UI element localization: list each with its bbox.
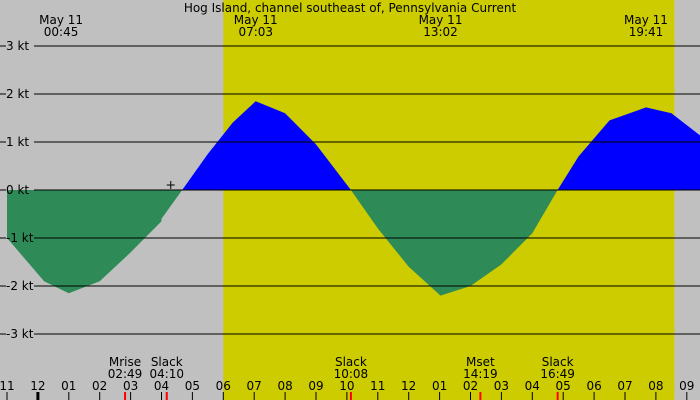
x-tick-label: 05 bbox=[185, 379, 200, 393]
event-name-label: Slack bbox=[335, 355, 367, 369]
extreme-time-label: 13:02 bbox=[423, 25, 458, 39]
y-tick-label: -1 kt bbox=[6, 231, 34, 245]
y-tick-label: 1 kt bbox=[6, 135, 29, 149]
extreme-time-label: 00:45 bbox=[44, 25, 79, 39]
y-tick-label: 0 kt bbox=[6, 183, 29, 197]
x-tick-label: 02 bbox=[92, 379, 107, 393]
x-tick-label: 12 bbox=[30, 379, 45, 393]
event-time-label: 10:08 bbox=[334, 367, 369, 381]
x-tick-label: 06 bbox=[216, 379, 231, 393]
ebb-area bbox=[7, 190, 700, 296]
y-tick-label: 3 kt bbox=[6, 39, 29, 53]
x-tick-label: 08 bbox=[648, 379, 663, 393]
event-time-label: 14:19 bbox=[463, 367, 498, 381]
extreme-date-label: May 11 bbox=[234, 13, 278, 27]
event-name-label: Mrise bbox=[109, 355, 141, 369]
event-labels: Mrise02:49Slack04:10Slack10:08Mset14:19S… bbox=[108, 355, 575, 400]
x-tick-label: 09 bbox=[679, 379, 694, 393]
event-name-label: Slack bbox=[151, 355, 183, 369]
x-tick-label: 09 bbox=[308, 379, 323, 393]
event-name-label: Slack bbox=[542, 355, 574, 369]
event-name-label: Mset bbox=[466, 355, 495, 369]
event-time-label: 02:49 bbox=[108, 367, 143, 381]
x-tick-label: 12 bbox=[401, 379, 416, 393]
x-axis-ticks: 11 12 01 02 03 04 05 06 07 08 09 10 11 12 01 02 03 04 05 06… bbox=[0, 379, 694, 400]
extreme-date-label: May 11 bbox=[624, 13, 668, 27]
x-tick-label: 07 bbox=[617, 379, 632, 393]
event-time-label: 04:10 bbox=[149, 367, 184, 381]
grid-lines bbox=[0, 45, 700, 335]
y-tick-label: -3 kt bbox=[6, 327, 34, 341]
x-tick-label: 07 bbox=[247, 379, 262, 393]
flood-area bbox=[7, 101, 700, 190]
x-tick-label: 03 bbox=[494, 379, 509, 393]
x-tick-label: 06 bbox=[586, 379, 601, 393]
x-tick-label: 03 bbox=[123, 379, 138, 393]
chart-title: Hog Island, channel southeast of, Pennsy… bbox=[184, 1, 517, 15]
extreme-date-label: May 11 bbox=[419, 13, 463, 27]
extreme-time-label: 19:41 bbox=[629, 25, 664, 39]
x-tick-label: 10 bbox=[339, 379, 354, 393]
y-tick-label: 2 kt bbox=[6, 87, 29, 101]
extreme-date-label: May 11 bbox=[39, 13, 83, 27]
x-tick-label: 02 bbox=[463, 379, 478, 393]
y-axis-labels: 3 kt 2 kt 1 kt 0 kt -1 kt -2 kt -3 kt bbox=[6, 39, 34, 341]
x-tick-label: 04 bbox=[154, 379, 169, 393]
x-tick-label: 11 bbox=[370, 379, 385, 393]
event-time-label: 16:49 bbox=[540, 367, 575, 381]
x-tick-label: 01 bbox=[432, 379, 447, 393]
current-areas bbox=[7, 101, 700, 296]
extreme-time-label: 07:03 bbox=[238, 25, 273, 39]
x-tick-label: 01 bbox=[61, 379, 76, 393]
x-tick-label: 08 bbox=[277, 379, 292, 393]
x-tick-label: 11 bbox=[0, 379, 15, 393]
x-tick-label: 04 bbox=[525, 379, 540, 393]
x-tick-label: 05 bbox=[556, 379, 571, 393]
y-tick-label: -2 kt bbox=[6, 279, 34, 293]
